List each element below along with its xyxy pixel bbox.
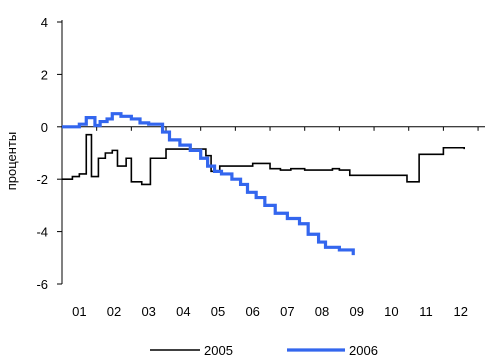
y-tick-label: -6 xyxy=(36,277,48,292)
x-tick-label: 05 xyxy=(211,304,225,319)
axes-group: 4 2 0 -2 -4 -6 проценты 01 02 03 04 05 06 07 08 09 10 11 1… xyxy=(4,15,485,319)
legend-label-2005: 2005 xyxy=(204,343,233,358)
series-line-2006 xyxy=(62,112,355,256)
x-tick-label: 03 xyxy=(141,304,155,319)
y-tick-label: 4 xyxy=(41,15,48,30)
y-tick-label: 2 xyxy=(41,67,48,82)
x-tick-label: 01 xyxy=(72,304,86,319)
series-group xyxy=(62,112,465,256)
x-tick-label: 09 xyxy=(349,304,363,319)
x-tick-label: 10 xyxy=(384,304,398,319)
series-line-2005 xyxy=(62,133,465,186)
x-tick-label: 11 xyxy=(419,304,433,319)
x-tick-label: 04 xyxy=(176,304,190,319)
y-axis-title: проценты xyxy=(4,132,19,191)
legend-label-2006: 2006 xyxy=(349,343,378,358)
legend: 2005 2006 xyxy=(150,343,378,358)
x-tick-label: 02 xyxy=(107,304,121,319)
y-tick-label: -2 xyxy=(36,172,48,187)
x-tick-label: 06 xyxy=(245,304,259,319)
x-tick-label: 12 xyxy=(453,304,467,319)
x-tick-label: 07 xyxy=(280,304,294,319)
y-tick-label: -4 xyxy=(36,225,48,240)
x-tick-label: 08 xyxy=(315,304,329,319)
y-tick-label: 0 xyxy=(41,120,48,135)
